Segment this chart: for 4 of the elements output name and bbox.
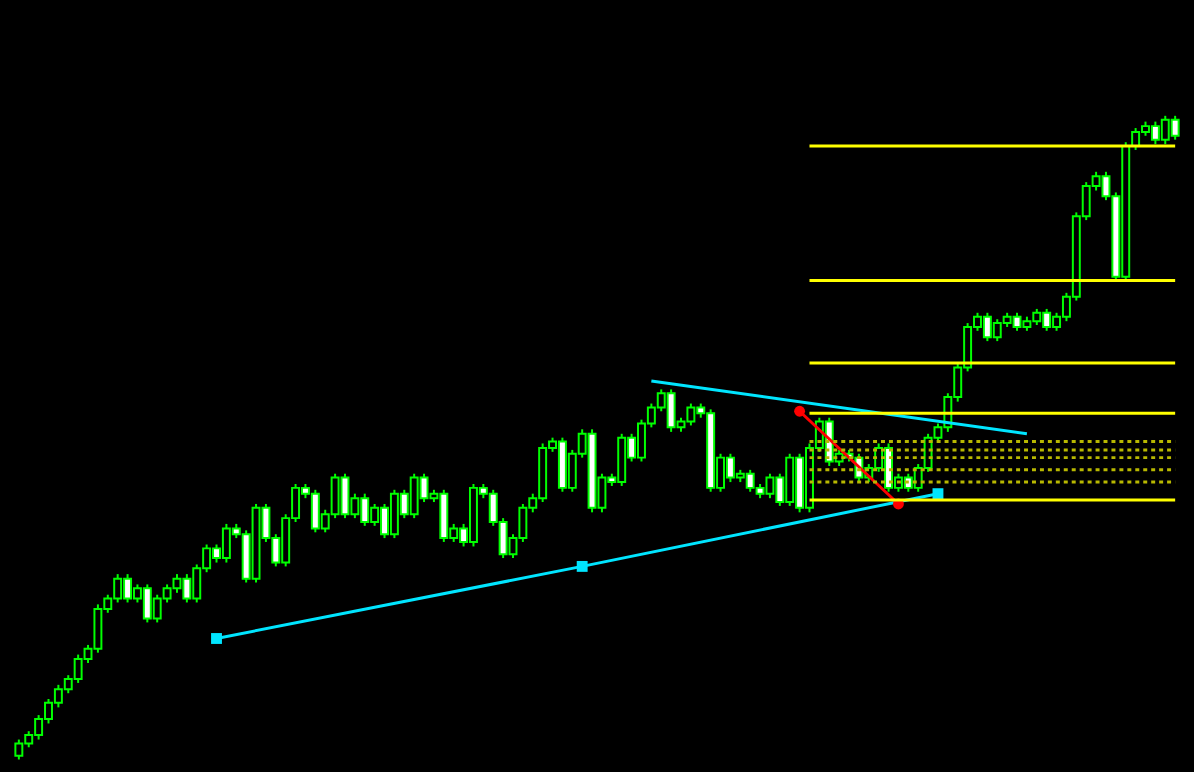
point (211, 633, 222, 644)
point (576, 560, 588, 572)
point (932, 488, 944, 500)
point (794, 405, 806, 417)
